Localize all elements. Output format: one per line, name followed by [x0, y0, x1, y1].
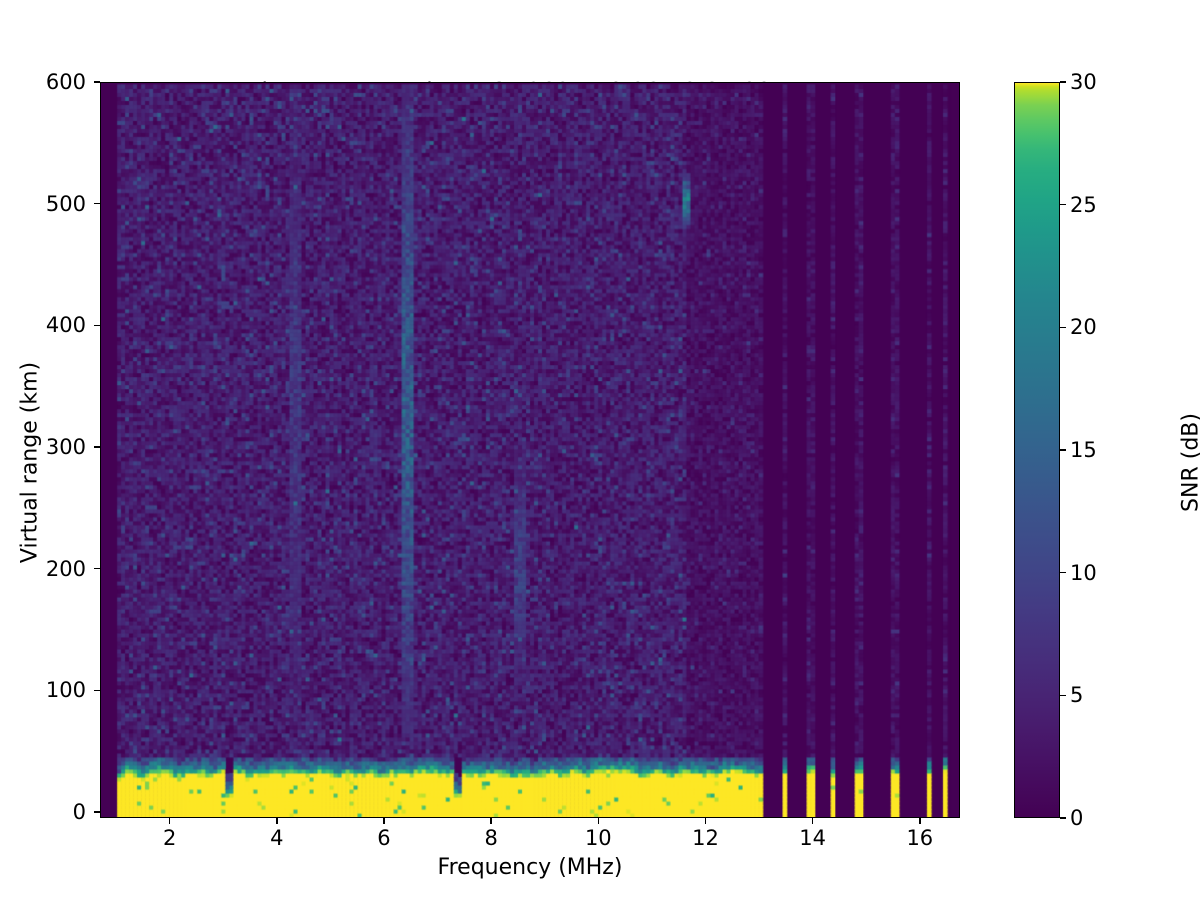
plot-area	[100, 82, 960, 818]
ionogram-heatmap	[101, 83, 959, 817]
y-tick-mark	[94, 689, 100, 691]
colorbar-tick-label: 0	[1070, 806, 1084, 830]
y-tick-label: 0	[72, 799, 86, 824]
y-tick-label: 600	[45, 70, 86, 94]
colorbar	[1014, 82, 1060, 818]
colorbar-tick-mark	[1060, 817, 1066, 819]
y-axis-label: Virtual range (km)	[17, 361, 43, 564]
colorbar-tick-label: 25	[1070, 192, 1097, 217]
colorbar-tick-label: 5	[1070, 683, 1084, 708]
x-tick-label: 8	[484, 826, 498, 850]
y-tick-label: 200	[45, 556, 86, 581]
x-tick-mark	[704, 818, 707, 824]
colorbar-tick-label: 20	[1070, 315, 1097, 340]
y-tick-mark	[94, 81, 100, 83]
x-tick-label: 4	[270, 826, 284, 850]
y-tick-mark	[94, 202, 100, 205]
colorbar-tick-label: 30	[1070, 70, 1097, 94]
colorbar-label: SNR (dB)	[1178, 413, 1200, 512]
colorbar-tick-label: 10	[1070, 560, 1097, 585]
colorbar-tick-mark	[1060, 694, 1066, 697]
x-tick-label: 14	[799, 826, 827, 850]
x-tick-label: 16	[906, 826, 934, 850]
y-tick-label: 400	[45, 313, 86, 338]
colorbar-tick-label: 15	[1070, 438, 1097, 462]
colorbar-gradient	[1015, 83, 1059, 817]
colorbar-tick-mark	[1060, 571, 1066, 574]
y-tick-mark	[94, 324, 100, 326]
colorbar-tick-mark	[1060, 326, 1066, 329]
x-tick-mark	[383, 818, 385, 824]
x-tick-mark	[168, 818, 171, 824]
x-tick-mark	[919, 818, 921, 824]
colorbar-tick-mark	[1060, 203, 1066, 206]
y-tick-label: 100	[45, 678, 86, 703]
x-tick-mark	[597, 818, 599, 824]
x-tick-mark	[490, 818, 492, 824]
x-tick-label: 6	[377, 826, 391, 850]
x-axis-label: Frequency (MHz)	[437, 855, 623, 880]
colorbar-tick-mark	[1060, 81, 1066, 83]
x-tick-mark	[811, 818, 814, 824]
x-tick-label: 12	[692, 826, 719, 850]
x-tick-label: 2	[162, 826, 177, 850]
x-tick-label: 10	[584, 826, 612, 850]
x-tick-mark	[276, 818, 278, 824]
y-tick-mark	[94, 567, 100, 570]
y-tick-mark	[94, 811, 100, 813]
y-tick-mark	[94, 446, 100, 448]
y-tick-label: 300	[45, 434, 86, 459]
colorbar-tick-mark	[1060, 449, 1066, 451]
y-tick-label: 500	[45, 191, 86, 216]
